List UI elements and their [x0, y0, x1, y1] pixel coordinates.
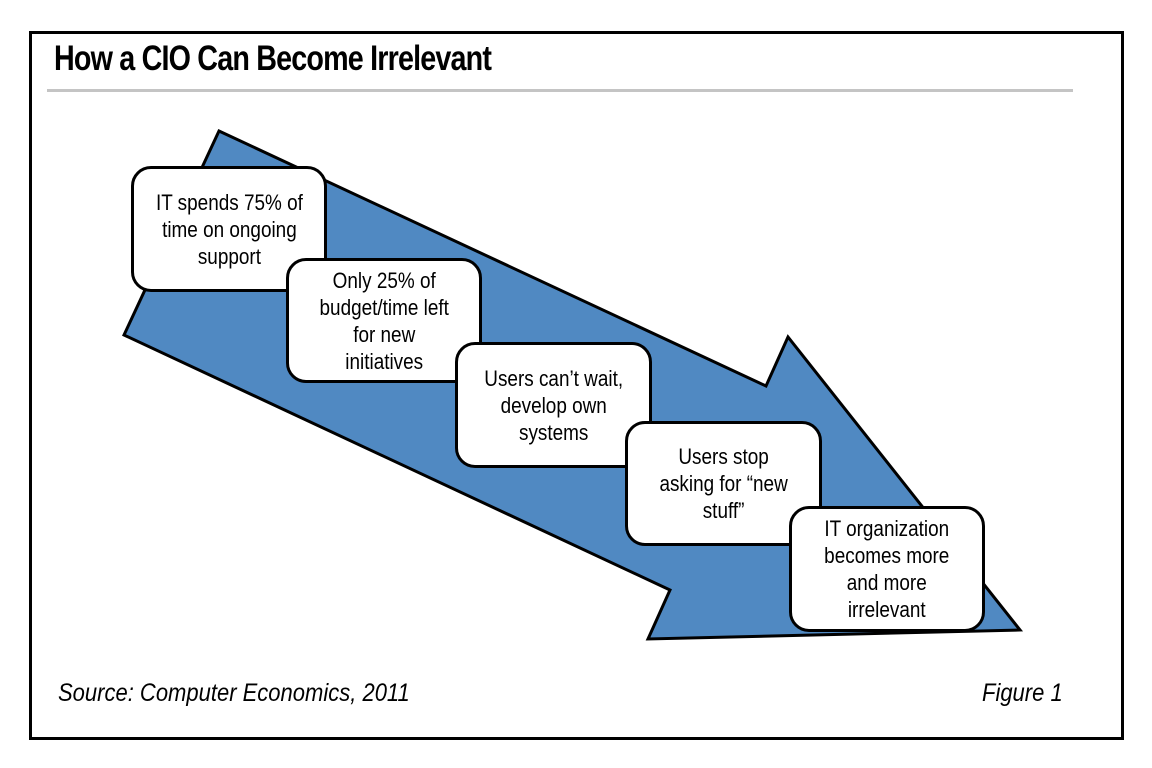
- step-text-3: Users can’t wait, develop own systems: [484, 365, 623, 445]
- step-box-2: Only 25% of budget/time left for new ini…: [286, 258, 482, 383]
- title-divider: [47, 89, 1073, 92]
- step-text-5: IT organization becomes more and more ir…: [824, 516, 950, 622]
- figure-label: Figure 1: [982, 679, 1063, 707]
- step-text-4: Users stop asking for “new stuff”: [659, 444, 788, 523]
- figure-frame: [29, 31, 1124, 740]
- step-box-3: Users can’t wait, develop own systems: [455, 342, 652, 468]
- step-box-4: Users stop asking for “new stuff”: [625, 421, 822, 546]
- step-box-5: IT organization becomes more and more ir…: [789, 506, 985, 632]
- step-text-1: IT spends 75% of time on ongoing support: [155, 189, 303, 269]
- step-text-2: Only 25% of budget/time left for new ini…: [319, 267, 449, 374]
- source-caption: Source: Computer Economics, 2011: [58, 679, 410, 707]
- step-box-1: IT spends 75% of time on ongoing support: [131, 166, 327, 292]
- figure-title: How a CIO Can Become Irrelevant: [54, 39, 492, 78]
